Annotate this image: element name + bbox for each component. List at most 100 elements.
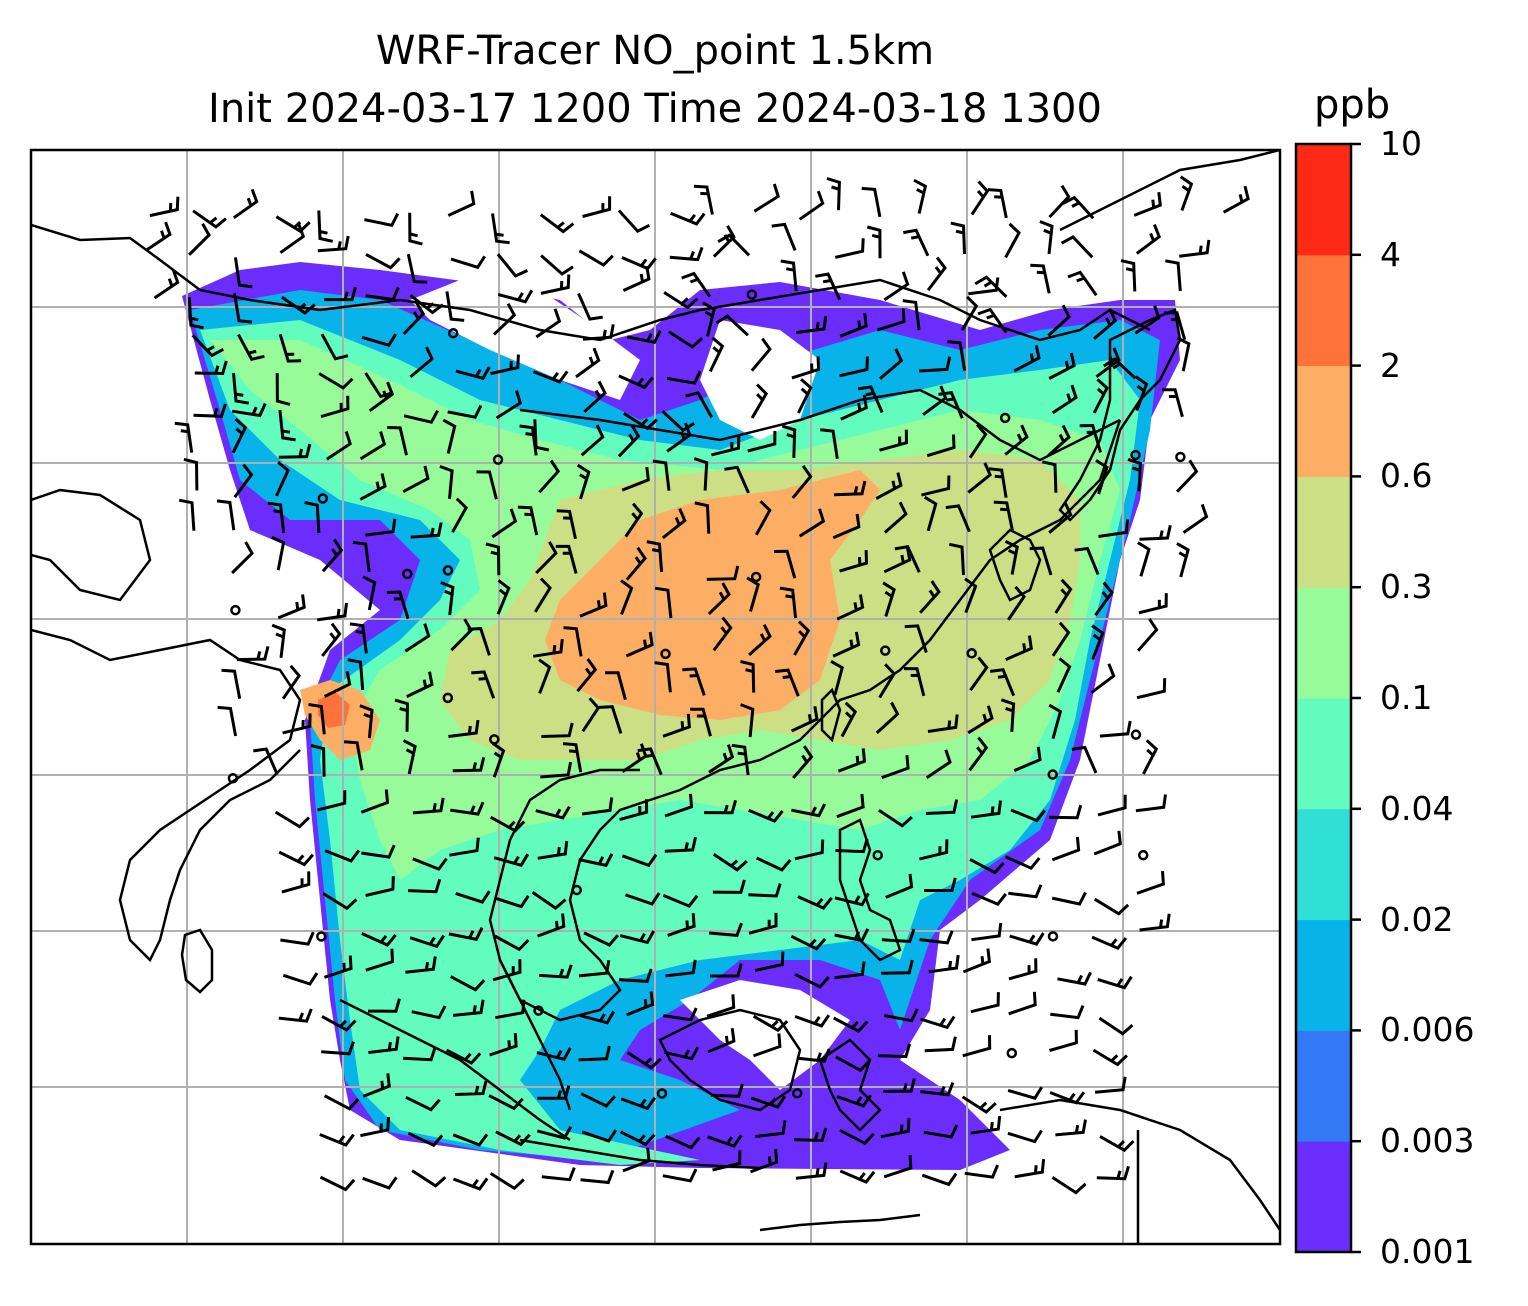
wind-barb [715,314,749,337]
wind-barb [746,576,760,612]
wind-barb [323,1094,360,1111]
wind-barb [582,324,615,341]
wind-barb [621,466,650,492]
wind-barb [1136,678,1167,700]
wind-barb [837,748,867,773]
coast-sumatra [339,998,571,1142]
wind-barb [748,912,778,935]
wind-barb [1039,220,1054,255]
wind-barb [1050,1005,1085,1020]
wind-barb [579,592,608,618]
colorbar-segment [1296,254,1351,367]
wind-barb [1005,635,1033,661]
coast-sri-lanka [180,928,214,994]
wind-barb [626,329,662,344]
wind-barb [1094,1076,1127,1094]
wind-barb [408,212,423,246]
wind-barb [977,307,1008,334]
wind-barb [755,1120,787,1138]
wind-barb [1176,459,1199,493]
wind-barb [321,1041,355,1056]
wind-barb [670,211,706,226]
wind-barb [877,1043,912,1059]
wind-barb [1008,958,1038,981]
wind-barb [693,457,709,491]
wind-barb [488,1094,524,1111]
wind-barb [797,895,833,910]
wind-barb [448,719,480,738]
lat-lon-gridlines [31,150,1280,1244]
wind-barb [1055,1119,1087,1137]
wind-barb [834,238,865,259]
wind-barb [794,1127,828,1143]
wind-barb [1079,423,1103,453]
wind-barb [1048,502,1073,534]
wind-barb [919,839,949,861]
wind-barb [619,799,649,822]
wind-barb [281,871,311,894]
colorbar-tick-label: 0.6 [1380,456,1433,496]
wind-barb [234,257,253,289]
colorbar-tick-label: 0.3 [1380,567,1433,607]
wind-barb [1090,663,1116,694]
calm-wind-marker [442,565,454,576]
colorbar [1294,142,1361,1254]
wind-barb [706,994,736,1018]
calm-wind-marker [872,849,883,861]
wind-barb [883,546,912,574]
colorbar-tick-label: 0.001 [1380,1232,1475,1271]
coast-malay [498,959,572,1111]
wind-barb [310,744,326,777]
wind-barb [797,378,813,414]
wind-barb [987,188,1008,219]
wind-barb [237,333,265,362]
wind-barb [622,1147,651,1173]
wind-barb [447,404,483,419]
wind-barb [970,992,1000,1014]
coast-india [31,628,302,963]
wind-barb [1013,344,1041,373]
wind-barb [654,661,672,693]
wind-barb [625,631,654,658]
wind-barb [708,744,735,774]
coast-sakhalin-kamchatka [1059,150,1280,232]
wind-barb [1163,311,1187,341]
wind-barb [830,659,844,696]
wind-barb [970,800,1002,819]
wind-barb [1007,585,1026,621]
wind-barb [387,426,408,456]
wind-barb [442,418,457,454]
wind-barb [754,951,785,972]
wind-barb [1004,539,1019,575]
wind-barb [964,577,978,614]
wind-barb [582,797,614,816]
wind-barb [1139,524,1172,541]
wind-barb [267,501,286,534]
wind-barb [448,927,484,941]
wind-barb [183,457,199,491]
coast-china-east [649,419,1122,802]
tracer-field [182,262,1180,1170]
wind-barb [826,177,841,211]
wind-barb [919,930,954,945]
wind-barb [707,1134,743,1148]
wind-barb [881,755,910,780]
wind-barb [815,272,842,301]
wind-barb [876,308,906,332]
wind-barb [663,291,699,310]
wind-barb [407,878,442,894]
wind-barb [322,892,358,911]
wind-barb [1097,975,1133,990]
wind-barb [1094,581,1114,617]
wind-barb [923,1124,959,1139]
wind-barb [360,789,390,814]
wind-barb [492,302,517,336]
wind-barb [282,972,319,986]
wind-barb [495,999,526,1020]
wind-barb [921,475,951,497]
wind-barb [539,964,573,979]
wind-barb [625,546,647,581]
calm-wind-marker [1130,729,1142,740]
colorbar-segment [1296,144,1351,256]
wind-barb [1098,519,1130,538]
